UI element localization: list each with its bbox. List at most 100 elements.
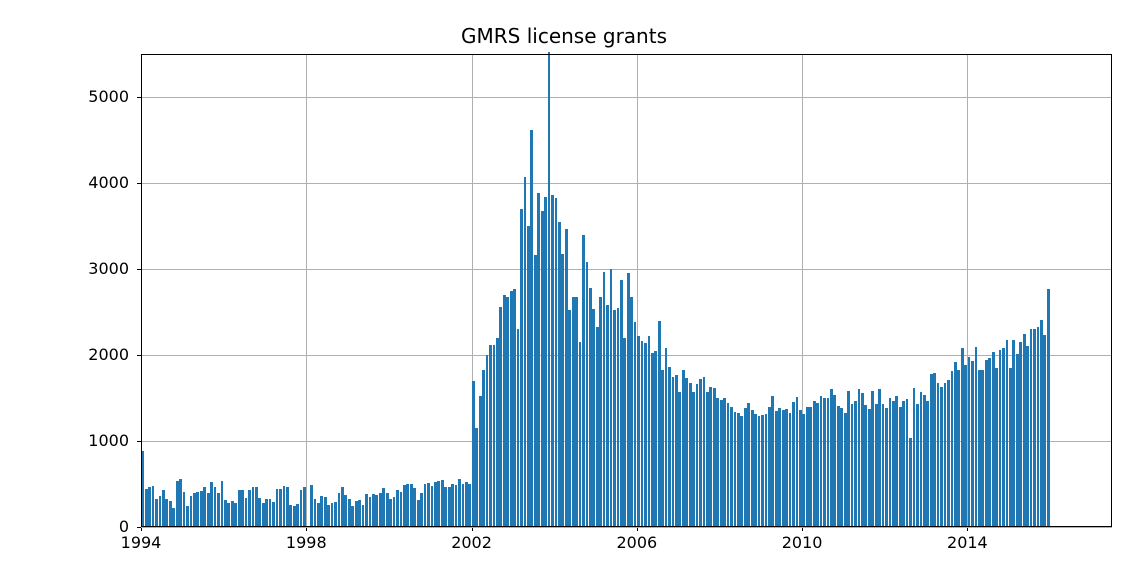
- data-bar: [913, 388, 916, 527]
- data-bar: [954, 362, 957, 527]
- data-bar: [1023, 334, 1026, 527]
- x-tick-label: 2014: [937, 533, 997, 552]
- data-bar: [992, 352, 995, 527]
- data-bar: [231, 501, 234, 527]
- data-bar: [207, 493, 210, 527]
- data-bar: [338, 493, 341, 527]
- data-bar: [889, 398, 892, 527]
- data-bar: [744, 408, 747, 527]
- data-bar: [606, 305, 609, 527]
- data-bar: [227, 503, 230, 527]
- data-bar: [279, 489, 282, 527]
- data-bar: [193, 493, 196, 527]
- data-bar: [534, 255, 537, 527]
- data-bar: [627, 273, 630, 527]
- data-bar: [696, 384, 699, 527]
- data-bar: [844, 413, 847, 527]
- data-bar: [1047, 289, 1050, 527]
- y-tick-label: 5000: [0, 87, 129, 106]
- data-bar: [899, 407, 902, 527]
- data-bar: [369, 497, 372, 527]
- data-bar: [530, 130, 533, 527]
- data-bar: [933, 373, 936, 527]
- data-bar: [827, 398, 830, 527]
- data-bar: [596, 327, 599, 527]
- data-bar: [159, 496, 162, 527]
- chart-title: GMRS license grants: [0, 24, 1128, 48]
- data-bar: [527, 226, 530, 527]
- data-bar: [176, 481, 179, 527]
- data-bar: [382, 488, 385, 527]
- data-bar: [400, 492, 403, 527]
- data-bar: [957, 370, 960, 527]
- data-bar: [809, 407, 812, 527]
- data-bar: [389, 499, 392, 527]
- data-bar: [203, 487, 206, 527]
- data-bar: [988, 358, 991, 527]
- y-tick-label: 3000: [0, 259, 129, 278]
- gridline-horizontal: [141, 527, 1112, 528]
- data-bar: [427, 483, 430, 527]
- data-bar: [258, 498, 261, 527]
- data-bar: [971, 361, 974, 527]
- data-bar: [379, 493, 382, 527]
- data-bar: [709, 387, 712, 527]
- data-bar: [468, 484, 471, 527]
- data-bar: [658, 321, 661, 527]
- data-bar: [558, 222, 561, 527]
- data-bar: [737, 413, 740, 527]
- data-bar: [455, 485, 458, 527]
- plot-area: [141, 54, 1112, 527]
- data-bar: [792, 402, 795, 527]
- data-bar: [241, 490, 244, 527]
- data-bar: [413, 488, 416, 527]
- data-bar: [747, 403, 750, 527]
- data-bar: [768, 407, 771, 527]
- x-tick-label: 1994: [111, 533, 171, 552]
- data-bar: [441, 480, 444, 527]
- data-bar: [758, 416, 761, 527]
- data-bar: [551, 195, 554, 527]
- data-bar: [727, 403, 730, 527]
- data-bar: [599, 297, 602, 527]
- data-bar: [675, 375, 678, 527]
- data-bar: [716, 398, 719, 527]
- data-bar: [920, 392, 923, 527]
- data-bar: [947, 380, 950, 527]
- data-bar: [586, 262, 589, 527]
- data-bar: [314, 499, 317, 527]
- data-bar: [689, 383, 692, 527]
- data-bar: [372, 494, 375, 527]
- data-bar: [692, 392, 695, 527]
- data-bar: [699, 379, 702, 527]
- data-bar: [245, 498, 248, 527]
- data-bar: [513, 289, 516, 527]
- data-bar: [961, 348, 964, 527]
- data-bar: [661, 370, 664, 527]
- data-bar: [816, 403, 819, 527]
- data-bar: [348, 499, 351, 527]
- data-bar: [238, 490, 241, 527]
- data-bar: [823, 398, 826, 527]
- data-bar: [592, 309, 595, 527]
- data-bar: [799, 410, 802, 527]
- data-bar: [296, 504, 299, 527]
- data-bar: [152, 486, 155, 527]
- data-bar: [1019, 342, 1022, 527]
- data-bar: [951, 371, 954, 527]
- data-bar: [620, 280, 623, 527]
- data-bar: [310, 485, 313, 527]
- data-bar: [541, 211, 544, 527]
- data-bar: [782, 410, 785, 527]
- data-bar: [682, 370, 685, 527]
- data-bar: [196, 492, 199, 527]
- data-bar: [868, 409, 871, 527]
- data-bar: [276, 489, 279, 527]
- data-bar: [155, 499, 158, 527]
- data-bar: [1012, 340, 1015, 527]
- data-bar: [613, 310, 616, 527]
- data-bar: [1009, 368, 1012, 527]
- data-bar: [851, 404, 854, 527]
- data-bar: [327, 505, 330, 527]
- data-bar: [396, 490, 399, 527]
